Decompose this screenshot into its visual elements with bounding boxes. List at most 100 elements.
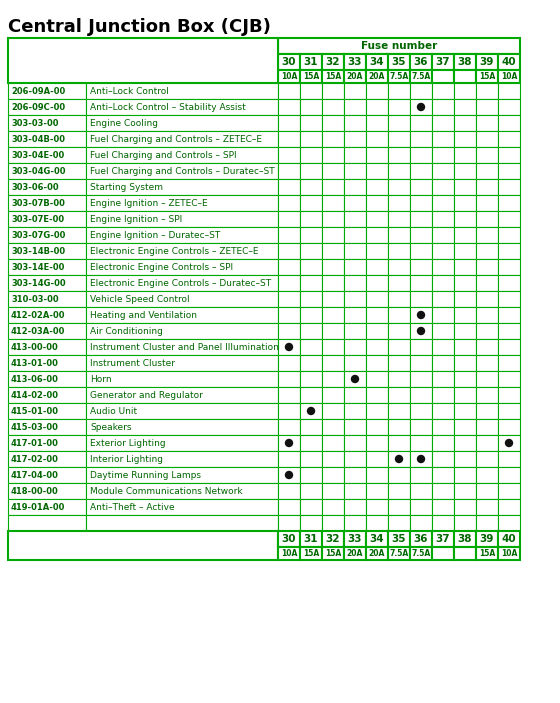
Bar [388,499,410,515]
Bar [388,147,410,163]
Text: 303-14G-00: 303-14G-00 [11,278,66,288]
Bar [432,547,454,560]
Bar [300,515,322,531]
Bar [8,259,86,275]
Bar [476,467,498,483]
Bar [454,323,476,339]
Bar [86,339,278,355]
Bar [454,163,476,179]
Text: Fuel Charging and Controls – SPI: Fuel Charging and Controls – SPI [90,150,237,160]
Bar [498,211,520,227]
Bar [8,147,86,163]
Text: 33: 33 [348,534,362,544]
Text: 20A: 20A [369,549,385,558]
Bar [278,307,300,323]
Text: 30: 30 [282,534,296,544]
Text: 415-01-00: 415-01-00 [11,406,59,415]
Bar [8,355,86,371]
Text: Vehicle Speed Control: Vehicle Speed Control [90,295,190,304]
Bar [388,467,410,483]
Bar [498,307,520,323]
Text: Fuel Charging and Controls – Duratec–ST: Fuel Charging and Controls – Duratec–ST [90,167,274,176]
Bar [388,243,410,259]
Bar [498,531,520,547]
Bar [344,323,366,339]
Bar [476,403,498,419]
Bar [366,275,388,291]
Bar [8,163,86,179]
Bar [388,83,410,99]
Bar [278,515,300,531]
Bar [410,307,432,323]
Bar [454,467,476,483]
Text: 7.5A: 7.5A [389,549,409,558]
Bar [498,419,520,435]
Bar [454,211,476,227]
Bar [8,451,86,467]
Text: 413-06-00: 413-06-00 [11,375,59,384]
Bar [454,243,476,259]
Bar [278,451,300,467]
Bar [432,163,454,179]
Bar [498,195,520,211]
Bar [388,419,410,435]
Bar [278,99,300,115]
Text: Anti–Theft – Active: Anti–Theft – Active [90,503,175,512]
Text: 303-14B-00: 303-14B-00 [11,247,65,255]
Bar [388,483,410,499]
Bar [432,54,454,70]
Bar [8,531,278,560]
Bar [476,147,498,163]
Bar [278,83,300,99]
Bar [476,275,498,291]
Bar [278,70,300,83]
Bar [278,387,300,403]
Text: 36: 36 [414,534,428,544]
Text: 206-09A-00: 206-09A-00 [11,86,66,96]
Bar [498,147,520,163]
Text: 303-14E-00: 303-14E-00 [11,262,64,271]
Bar [300,499,322,515]
Bar [366,451,388,467]
Text: 10A: 10A [501,549,517,558]
Bar [410,339,432,355]
Text: 31: 31 [304,534,318,544]
Bar [322,499,344,515]
Bar [454,547,476,560]
Text: 15A: 15A [479,72,495,81]
Bar [388,435,410,451]
Bar [86,355,278,371]
Bar [322,419,344,435]
Bar [498,243,520,259]
Text: 15A: 15A [325,549,341,558]
Bar [300,403,322,419]
Bar [454,515,476,531]
Bar [344,259,366,275]
Bar [300,531,322,547]
Text: 303-04B-00: 303-04B-00 [11,134,65,143]
Bar [322,371,344,387]
Bar [454,483,476,499]
Bar [300,147,322,163]
Bar [432,387,454,403]
Text: 417-04-00: 417-04-00 [11,470,59,479]
Bar [278,339,300,355]
Bar [300,307,322,323]
Bar [344,467,366,483]
Bar [410,483,432,499]
Bar [300,275,322,291]
Text: Air Conditioning: Air Conditioning [90,326,163,335]
Text: Starting System: Starting System [90,183,163,191]
Bar [278,163,300,179]
Bar [86,467,278,483]
Bar [8,403,86,419]
Bar [410,323,432,339]
Bar [344,339,366,355]
Bar [278,435,300,451]
Bar [278,195,300,211]
Bar [86,147,278,163]
Bar [322,387,344,403]
Bar [410,131,432,147]
Bar [8,515,86,531]
Bar [344,179,366,195]
